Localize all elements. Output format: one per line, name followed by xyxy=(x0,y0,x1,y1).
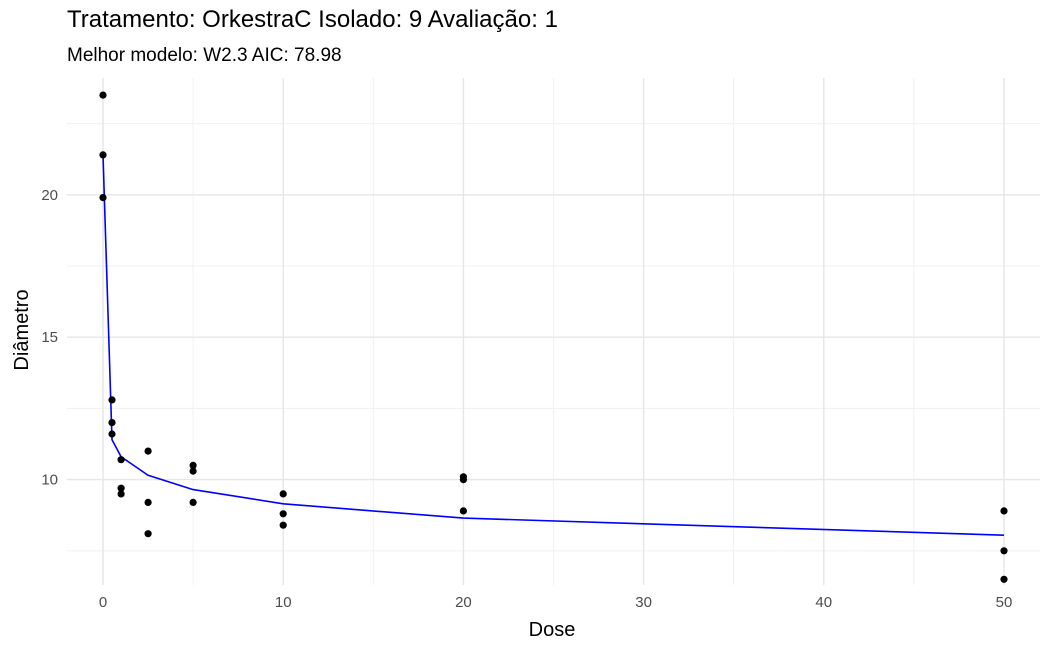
data-point xyxy=(189,461,197,469)
y-tick-label: 15 xyxy=(41,329,58,346)
x-tick-labels: 0 10 20 30 40 50 xyxy=(99,594,1012,611)
data-point xyxy=(108,419,116,427)
x-tick-label: 30 xyxy=(635,594,652,611)
data-point xyxy=(279,490,287,498)
data-point xyxy=(117,456,125,464)
data-point xyxy=(279,510,287,518)
data-point xyxy=(144,447,152,455)
x-tick-label: 50 xyxy=(996,594,1013,611)
y-tick-labels: 10 15 20 xyxy=(41,187,58,489)
fit-line xyxy=(102,154,1005,536)
data-point xyxy=(144,498,152,506)
data-points xyxy=(99,91,1008,583)
data-point xyxy=(99,91,107,99)
fit-line-layer xyxy=(102,154,1005,536)
x-tick-label: 0 xyxy=(99,594,107,611)
chart-title: Tratamento: OrkestraC Isolado: 9 Avaliaç… xyxy=(67,6,558,33)
data-point xyxy=(144,530,152,538)
y-axis-title: Diâmetro xyxy=(11,289,33,370)
data-point xyxy=(189,498,197,506)
grid xyxy=(67,78,1040,585)
data-point xyxy=(117,490,125,498)
x-tick-label: 10 xyxy=(275,594,292,611)
y-tick-label: 10 xyxy=(41,472,58,489)
data-point xyxy=(1000,547,1008,555)
y-tick-label: 20 xyxy=(41,187,58,204)
x-tick-label: 20 xyxy=(455,594,472,611)
data-point xyxy=(1000,507,1008,515)
data-point xyxy=(459,507,467,515)
data-point xyxy=(459,476,467,484)
data-point xyxy=(189,467,197,475)
x-tick-label: 40 xyxy=(815,594,832,611)
data-point xyxy=(1000,575,1008,583)
chart-subtitle: Melhor modelo: W2.3 AIC: 78.98 xyxy=(67,45,342,66)
x-axis-title: Dose xyxy=(529,619,576,641)
data-point xyxy=(117,484,125,492)
data-point xyxy=(99,194,107,202)
data-point xyxy=(279,521,287,529)
data-point xyxy=(99,151,107,159)
data-point xyxy=(108,430,116,438)
data-point xyxy=(108,396,116,404)
